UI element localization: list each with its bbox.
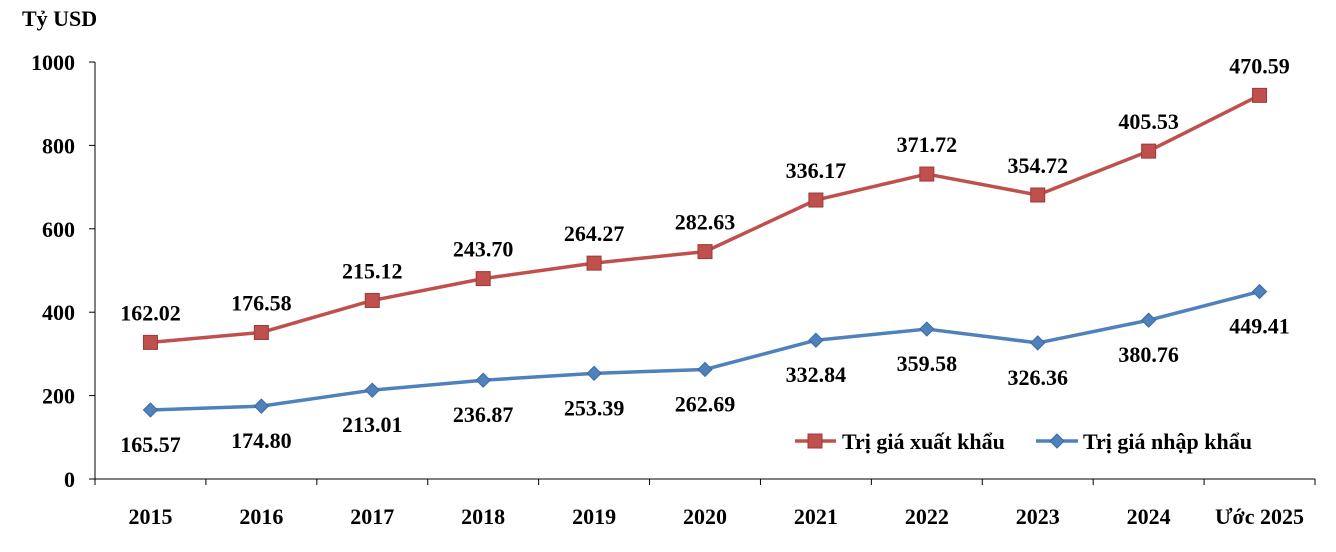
import-data-label: 449.41 [1229, 314, 1290, 339]
x-tick-label: 2021 [794, 504, 838, 529]
export-data-label: 470.59 [1229, 53, 1290, 78]
y-tick-label: 1000 [31, 50, 75, 75]
export-point [1252, 87, 1268, 103]
import-point [1251, 283, 1268, 300]
import-data-label: 253.39 [564, 395, 625, 420]
export-point [142, 334, 158, 350]
import-data-label: 262.69 [675, 391, 736, 416]
export-data-label: 405.53 [1118, 109, 1179, 134]
export-point [919, 166, 935, 182]
x-tick-label: 2024 [1127, 504, 1171, 529]
x-tick-label: 2017 [350, 504, 394, 529]
import-point [586, 365, 602, 382]
y-tick-label: 0 [64, 467, 75, 492]
y-axis-title: Tỷ USD [22, 6, 97, 31]
x-tick-label: 2022 [905, 504, 949, 529]
import-data-label: 165.57 [120, 432, 181, 457]
legend-export-label: Trị giá xuất khẩu [842, 429, 1005, 454]
x-tick-label: 2023 [1016, 504, 1060, 529]
legend-import-label: Trị giá nhập khẩu [1083, 429, 1252, 454]
x-tick-label: 2015 [128, 504, 172, 529]
import-data-label: 380.76 [1118, 342, 1179, 367]
export-data-label: 243.70 [453, 237, 514, 262]
y-axis: 0 200 400 600 800 1000 [31, 50, 96, 492]
import-data-label: 359.58 [897, 351, 958, 376]
export-data-label: 162.02 [120, 300, 181, 325]
export-data-label: 371.72 [897, 132, 958, 157]
import-point [697, 361, 713, 378]
x-tick-label: 2016 [239, 504, 283, 529]
data-labels: 162.02 176.58 215.12 243.70 264.27 282.63 336.… [120, 53, 1290, 457]
export-point [586, 255, 602, 271]
x-tick-label: 2018 [461, 504, 505, 529]
x-tick-label: Ước 2025 [1215, 504, 1304, 529]
y-tick-label: 200 [42, 384, 75, 409]
import-point [364, 382, 380, 398]
export-point [364, 292, 380, 308]
import-point [1140, 312, 1157, 328]
import-data-label: 332.84 [786, 362, 847, 387]
import-data-label: 213.01 [342, 412, 403, 437]
import-data-label: 174.80 [231, 428, 292, 453]
plot-area [142, 87, 1268, 418]
export-point [475, 271, 491, 287]
export-point [1030, 187, 1046, 203]
export-data-label: 215.12 [342, 258, 403, 283]
export-data-label: 354.72 [1007, 153, 1068, 178]
export-data-label: 176.58 [231, 290, 292, 315]
export-point [253, 324, 269, 340]
export-point [808, 192, 824, 208]
legend-import-marker [1049, 433, 1065, 449]
import-point [808, 332, 824, 348]
import-data-label: 326.36 [1007, 365, 1068, 390]
import-point [1030, 335, 1046, 351]
x-axis: 2015 2016 2017 2018 2019 2020 2021 2022 2023 2024… [94, 478, 1316, 529]
y-tick-label: 600 [42, 217, 75, 242]
y-tick-label: 400 [42, 300, 75, 325]
x-tick-label: 2020 [683, 504, 727, 529]
x-tick-label: 2019 [572, 504, 616, 529]
export-point [697, 244, 713, 260]
import-point [919, 321, 935, 337]
export-data-label: 282.63 [675, 210, 736, 235]
export-data-label: 336.17 [786, 158, 847, 183]
y-tick-label: 800 [42, 133, 75, 158]
export-point [1141, 143, 1157, 159]
import-point [142, 402, 159, 418]
import-point [475, 372, 491, 388]
import-point [253, 398, 270, 414]
export-data-label: 264.27 [564, 221, 625, 246]
import-data-label: 236.87 [453, 402, 514, 427]
legend: Trị giá xuất khẩu Trị giá nhập khẩu [795, 429, 1252, 454]
legend-export-marker [807, 433, 823, 449]
